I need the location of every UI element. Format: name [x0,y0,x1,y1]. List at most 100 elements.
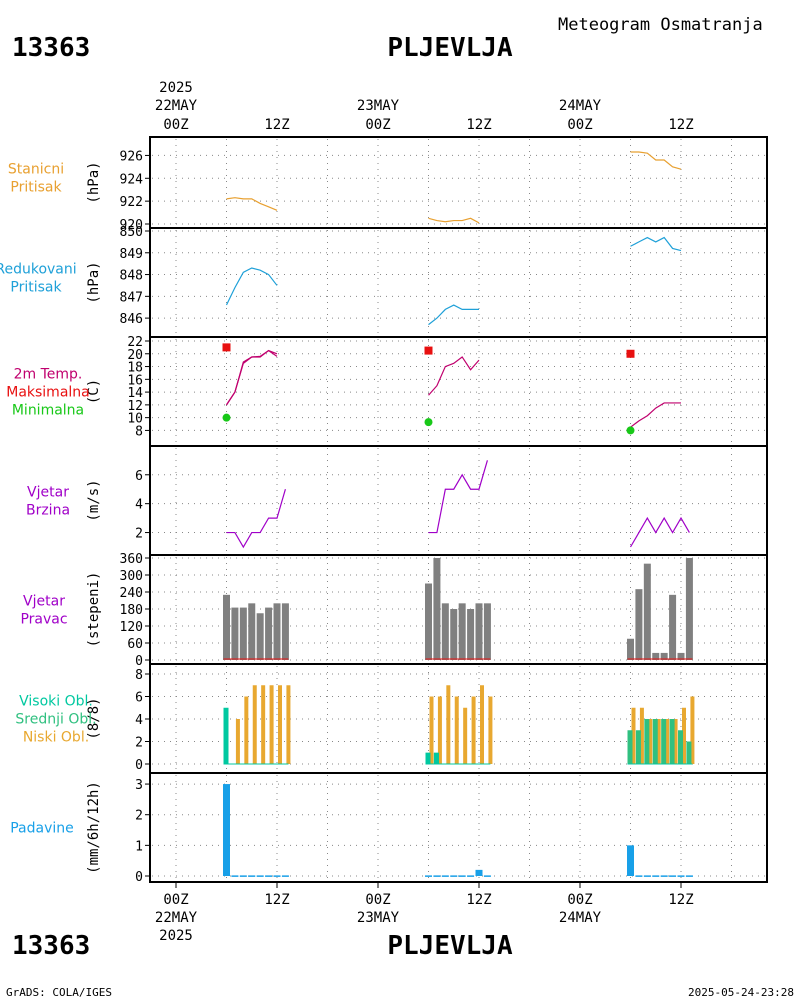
top-hour-label: 00Z [365,117,390,133]
series-line [428,356,480,396]
y-tick-label: 300 [120,569,143,584]
cloud-bar [661,719,667,764]
cloud-bar [480,685,484,764]
y-tick-label: 2 [135,809,143,824]
direction-bar [223,594,230,660]
direction-bar [635,589,643,660]
panel-label: 2m Temp. [14,367,83,383]
panel-label: Maksimalna [6,385,90,401]
y-tick-label: 10 [127,412,143,427]
y-tick-label: 848 [120,269,143,284]
panel-label: Pritisak [10,280,62,296]
top-hour-labels: 00Z 12Z 00Z 12Z 00Z 12Z [163,117,693,133]
precip-bar [475,869,483,876]
cloud-bar [278,685,282,764]
max-point [222,343,231,352]
precip-bar [660,875,668,877]
cloud-bar [686,741,692,764]
panel-label: Pritisak [10,180,62,196]
direction-bar [239,607,247,660]
cloud-bar [665,719,670,764]
top-date-label: 22MAY [155,98,198,114]
precip-bar [685,875,693,877]
precip-bar [248,875,256,877]
panel-frame [149,227,768,338]
series-line [428,304,479,326]
panel-frame [149,772,768,883]
series-line [225,349,278,406]
panel-label: Brzina [26,503,70,519]
cloud-bar [433,752,439,764]
unit-label: (mm/6h/12h) [86,781,102,874]
top-date-label: 24MAY [559,98,602,114]
panel-stanicni-pritisak: 920 922 924 926 (hPa) Stanicni Pritisak [8,136,768,233]
unit-label: (stepeni) [86,572,102,648]
cloud-bar [669,719,675,764]
precip-bar [256,875,264,877]
bottom-hour-label: 12Z [668,892,693,908]
direction-bar [248,603,256,660]
footer-source: GrADS: COLA/IGES [6,986,112,999]
top-hour-label: 12Z [264,117,289,133]
max-point [626,349,635,358]
y-tick-label: 8 [135,424,143,439]
panel-label: Vjetar [23,594,65,610]
cloud-bar [269,685,274,764]
cloud-bar [454,696,459,764]
precip-bar [483,875,491,877]
min-point [222,413,231,422]
direction-bar [433,558,441,660]
y-tick-label: 6 [135,469,143,484]
unit-label: (m/s) [86,479,102,521]
y-tick-label: 120 [120,620,143,635]
y-tick-label: 846 [120,312,143,327]
precip-bar [265,875,273,877]
y-tick-label: 18 [127,361,143,376]
unit-label: (8/8) [86,697,102,739]
station-id-top: 13363 [12,33,90,63]
cloud-bar [690,696,695,764]
top-date-labels: 22MAY 23MAY 24MAY [155,98,602,114]
cloud-bar [244,696,249,764]
y-tick-label: 8 [135,668,143,683]
bottom-hour-label: 00Z [567,892,592,908]
precip-bar [223,784,230,876]
unit-label: (C) [86,379,102,404]
panel-label: Visoki Obl. [19,694,93,710]
bottom-date-labels: 22MAY 23MAY 24MAY [155,910,602,926]
series-line [630,151,682,170]
max-point [424,346,433,355]
y-tick-label: 4 [135,713,143,728]
bottom-hour-label: 12Z [264,892,289,908]
y-tick-label: 849 [120,247,143,262]
panel-frame [149,445,768,556]
cloud-bar [463,707,468,764]
series-line [428,460,488,534]
cloud-bar [673,719,678,764]
footer-timestamp: 2025-05-24-23:28 [688,986,794,999]
precip-bar [627,845,634,876]
series-line [629,516,690,548]
precip-bar [643,875,651,877]
cloud-bar [223,707,229,764]
top-hour-label: 00Z [567,117,592,133]
station-name-top: PLJEVLJA [387,33,513,63]
y-tick-label: 20 [127,348,143,363]
precip-bar [677,875,685,877]
panels: 920922924926(hPa)StanicniPritisak8468478… [0,136,768,885]
precip-bar [281,875,289,877]
y-tick-label: 2 [135,736,143,751]
top-hour-label: 12Z [466,117,491,133]
panel-label: Padavine [10,821,74,837]
series-line [226,489,286,549]
direction-bar [677,652,685,660]
y-tick-label: 360 [120,552,143,567]
top-date-label: 23MAY [357,98,400,114]
cloud-bar [446,685,451,764]
cloud-bar [678,730,683,764]
top-year-label: 2025 [159,80,193,96]
panel-vjetar-pravac: 0 60 120 180 240 300 360 (stepeni) Vjetar Pravac [20,552,768,669]
panel-oblacnost: 0 2 4 6 8 (8/8)Visoki Obl. Srednji Obl. Niski O… [15,663,768,774]
cloud-bar [682,707,686,764]
